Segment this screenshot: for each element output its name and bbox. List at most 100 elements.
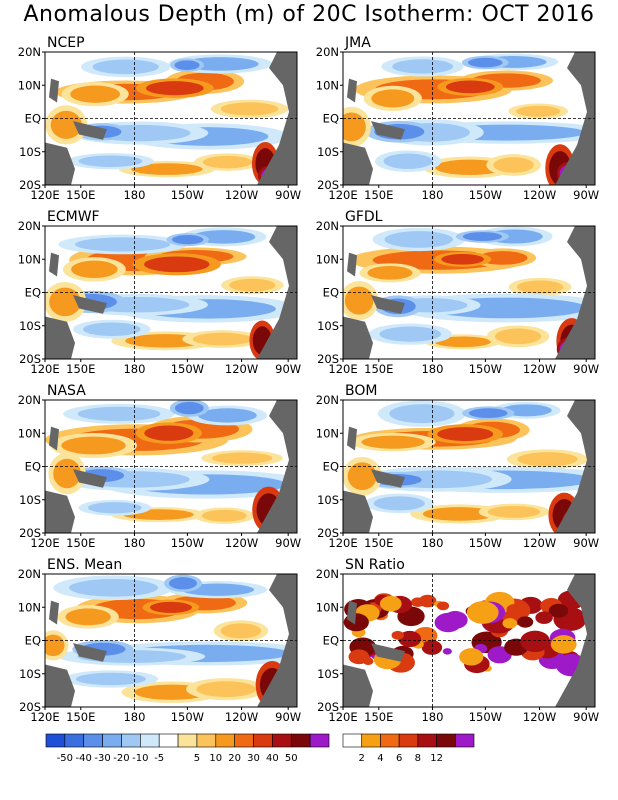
- y-tick-label: 10N: [316, 600, 339, 614]
- anomaly-blob: [78, 155, 143, 167]
- colorbar-label: 6: [396, 753, 402, 764]
- x-tick-label: 150W: [171, 362, 204, 376]
- australia-land: [45, 490, 75, 533]
- y-tick-label: 20S: [19, 178, 41, 192]
- panel-title: ECMWF: [47, 209, 100, 225]
- x-tick-label: 180: [123, 188, 145, 202]
- sn-blob: [442, 648, 452, 655]
- colorbar-swatch: [309, 733, 330, 748]
- anomaly-blob: [65, 608, 111, 626]
- anomaly-blob: [422, 507, 496, 521]
- x-tick-label: 180: [123, 710, 145, 724]
- colorbar-swatch: [342, 733, 363, 748]
- anomaly-blob: [71, 260, 118, 279]
- colorbar-swatch: [83, 733, 103, 748]
- y-tick-label: EQ: [323, 286, 339, 300]
- anomaly-blob: [168, 577, 197, 590]
- x-tick-label: 180: [421, 536, 443, 550]
- sn-colorbar: 2 4 6 8 12: [342, 733, 475, 764]
- x-tick-label: 150E: [364, 536, 393, 550]
- y-tick-label: 20S: [317, 352, 339, 366]
- anomaly-blob: [196, 681, 256, 698]
- colorbar-label: -50: [57, 753, 73, 764]
- australia-land: [343, 316, 373, 359]
- anomaly-blob: [174, 60, 200, 70]
- australia-land: [45, 664, 75, 707]
- anomaly-blob: [45, 634, 65, 657]
- sn-blob: [418, 594, 437, 608]
- philippines-land: [347, 252, 357, 277]
- y-tick-label: 10N: [18, 600, 41, 614]
- x-tick-label: 120W: [523, 710, 556, 724]
- anomaly-blob: [83, 322, 141, 337]
- y-tick-label: 20S: [19, 526, 41, 540]
- americas-land: [257, 52, 297, 185]
- anomaly-blob: [487, 505, 541, 518]
- y-tick-label: 10N: [316, 252, 339, 266]
- anomaly-blob: [149, 601, 192, 613]
- colorbar-swatch: [234, 733, 254, 748]
- colorbar-label: 10: [209, 753, 222, 764]
- sn-blob: [548, 603, 569, 618]
- x-tick-label: 150W: [469, 362, 502, 376]
- x-tick-label: 150W: [171, 188, 204, 202]
- colorbar-label: 8: [415, 753, 421, 764]
- philippines-land: [347, 600, 357, 625]
- sn-blob: [550, 635, 577, 654]
- anomaly-blob: [50, 110, 82, 139]
- x-tick-label: 150E: [66, 188, 95, 202]
- anomaly-blob: [361, 435, 425, 449]
- x-tick-label: 120W: [523, 536, 556, 550]
- x-tick-label: 150W: [171, 710, 204, 724]
- y-tick-label: 20S: [19, 352, 41, 366]
- anomaly-blob: [229, 278, 276, 292]
- x-tick-label: 150E: [364, 362, 393, 376]
- x-tick-label: 150W: [171, 536, 204, 550]
- sn-blob: [506, 603, 523, 616]
- y-tick-label: EQ: [25, 112, 41, 126]
- y-tick-label: 10N: [18, 252, 41, 266]
- colorbar-swatch: [140, 733, 160, 748]
- anomaly-blob: [445, 80, 495, 94]
- new-guinea-land: [371, 295, 405, 314]
- anomaly-blob: [131, 163, 203, 175]
- x-tick-label: 120W: [225, 536, 258, 550]
- anomaly-blob: [49, 287, 81, 317]
- colorbar-label: 4: [377, 753, 383, 764]
- y-tick-label: 10S: [317, 493, 339, 507]
- anomaly-blob: [389, 404, 455, 424]
- x-tick-label: 150E: [66, 710, 95, 724]
- anomaly-blob: [517, 452, 578, 467]
- americas-land: [257, 574, 297, 707]
- anomaly-blob: [383, 153, 433, 169]
- x-tick-label: 120E: [328, 362, 357, 376]
- colorbar-label: -5: [154, 753, 164, 764]
- panel-title: NCEP: [47, 35, 85, 51]
- anomaly-blob: [516, 105, 561, 117]
- anomaly-blob: [379, 326, 441, 342]
- colorbar-label: 50: [285, 753, 298, 764]
- anomaly-blob: [467, 57, 503, 68]
- australia-land: [45, 316, 75, 359]
- x-tick-label: 90W: [275, 710, 301, 724]
- x-tick-label: 120E: [30, 536, 59, 550]
- y-tick-label: 10N: [316, 78, 339, 92]
- x-tick-label: 90W: [275, 536, 301, 550]
- colorbar-swatch: [121, 733, 141, 748]
- sn-blob: [517, 616, 534, 628]
- x-tick-label: 150E: [66, 536, 95, 550]
- x-tick-label: 120E: [30, 188, 59, 202]
- x-tick-label: 150W: [469, 536, 502, 550]
- sn-blob: [502, 618, 518, 629]
- colorbar-swatch: [417, 733, 437, 748]
- anomaly-blob: [174, 401, 204, 415]
- anomaly-blob: [220, 102, 279, 116]
- philippines-land: [49, 252, 59, 277]
- anomaly-blob: [69, 578, 159, 597]
- x-tick-label: 180: [123, 362, 145, 376]
- colorbar-label: -10: [132, 753, 148, 764]
